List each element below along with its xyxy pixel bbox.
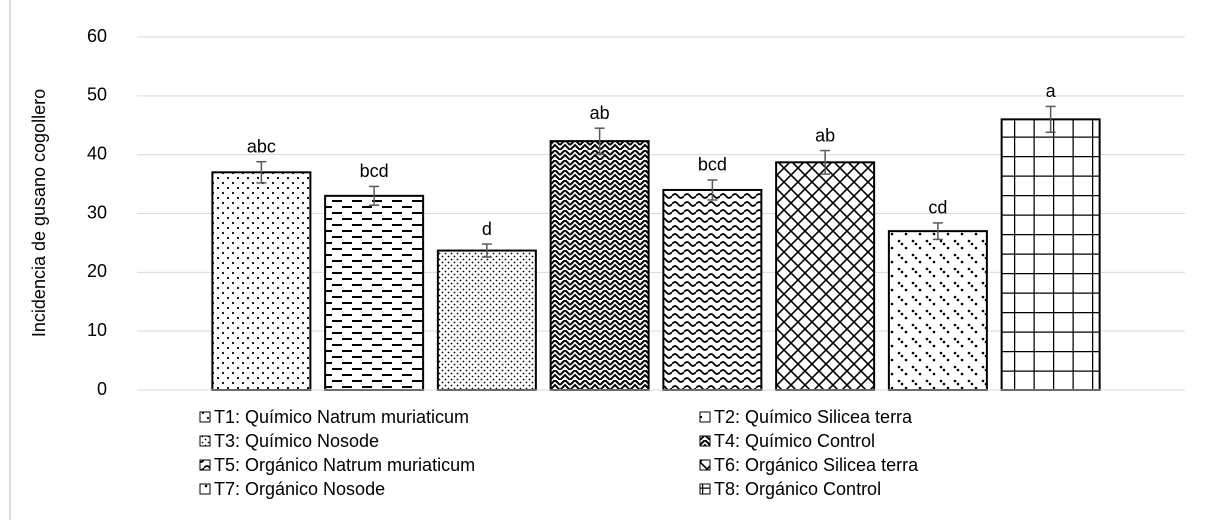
legend-swatch — [199, 435, 211, 447]
y-axis-label: Incidencia de gusano cogollero — [29, 89, 49, 337]
legend-label: T5: Orgánico Natrum muriaticum — [214, 455, 475, 475]
significance-label: ab — [815, 125, 835, 145]
legend-label: T2: Químico Silicea terra — [714, 407, 913, 427]
legend-swatch — [699, 411, 711, 423]
significance-label: cd — [928, 198, 947, 218]
significance-label: ab — [590, 103, 610, 123]
significance-label: abc — [247, 136, 276, 156]
legend-swatch — [199, 459, 211, 471]
y-tick-label: 10 — [87, 320, 107, 340]
legend-label: T7: Orgánico Nosode — [214, 479, 385, 499]
legend-swatch — [699, 483, 711, 495]
y-tick-label: 20 — [87, 261, 107, 281]
bar — [211, 171, 312, 391]
legend-swatch — [699, 459, 711, 471]
legend-label: T1: Químico Natrum muriaticum — [214, 407, 469, 427]
y-tick-label: 60 — [87, 26, 107, 46]
y-tick-label: 30 — [87, 202, 107, 222]
bar — [1000, 118, 1101, 391]
significance-label: a — [1046, 81, 1057, 101]
y-tick-label: 0 — [97, 379, 107, 399]
legend-swatch — [199, 411, 211, 423]
significance-label: bcd — [360, 161, 389, 181]
legend-swatch — [199, 483, 211, 495]
legend-label: T8: Orgánico Control — [714, 479, 881, 499]
bar — [775, 161, 876, 391]
y-tick-label: 40 — [87, 143, 107, 163]
bar — [887, 230, 988, 391]
legend-label: T3: Químico Nosode — [214, 431, 379, 451]
significance-label: bcd — [698, 155, 727, 175]
bar — [436, 249, 537, 391]
y-tick-label: 50 — [87, 85, 107, 105]
significance-label: d — [482, 219, 492, 239]
bar — [324, 194, 425, 391]
bar — [662, 188, 763, 391]
legend-swatch — [699, 435, 711, 447]
legend-label: T4: Químico Control — [714, 431, 875, 451]
bar — [549, 140, 650, 391]
legend-label: T6: Orgánico Silicea terra — [714, 455, 919, 475]
